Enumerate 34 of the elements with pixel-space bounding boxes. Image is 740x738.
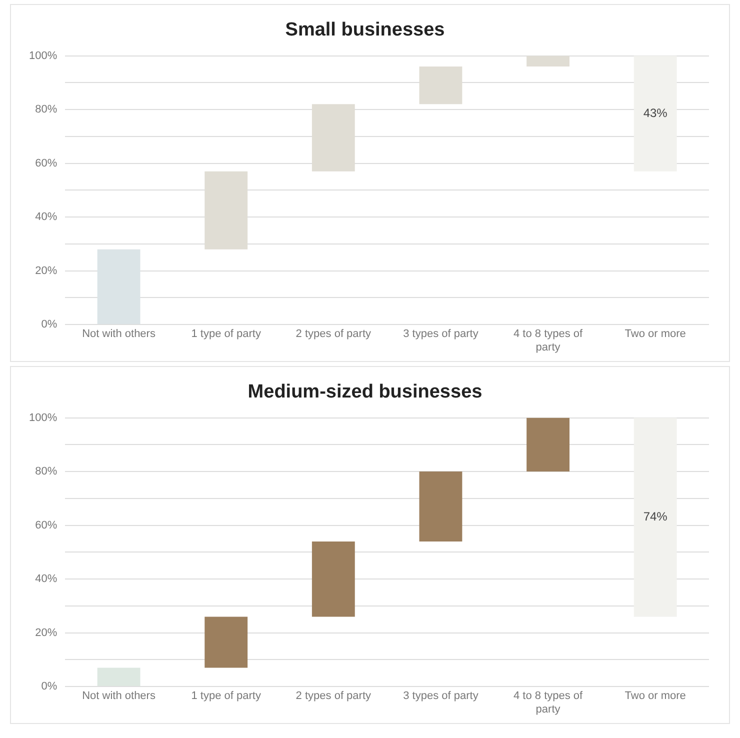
y-tick-label: 20% [35, 264, 58, 277]
x-tick-label: Two or more [624, 690, 686, 702]
y-tick-label: 100% [28, 412, 58, 424]
chart-title: Small businesses [285, 20, 445, 41]
x-tick-label: 3 types of party [403, 690, 479, 702]
y-tick-label: 100% [28, 50, 58, 62]
x-tick-label: Two or more [624, 328, 686, 340]
x-tick-label: 4 to 8 types of party [513, 690, 584, 716]
y-tick-label: 60% [35, 157, 58, 170]
y-tick-label: 40% [35, 573, 58, 586]
x-tick-label: 3 types of party [403, 328, 479, 340]
y-tick-label: 20% [35, 626, 58, 639]
x-tick-label: 4 to 8 types of party [513, 328, 584, 354]
y-tick-label: 60% [35, 519, 58, 532]
x-tick-label: Not with others [82, 328, 156, 340]
y-tick-label: 0% [41, 318, 58, 331]
x-tick-label: Not with others [82, 690, 156, 702]
y-tick-label: 80% [35, 104, 58, 116]
bar [419, 472, 462, 542]
y-tick-label: 80% [35, 466, 58, 478]
x-tick-label: 1 type of party [191, 328, 262, 340]
x-tick-label: 2 types of party [296, 328, 372, 340]
chart-title: Medium-sized businesses [248, 382, 482, 403]
data-label: 43% [643, 106, 668, 120]
x-tick-label: 2 types of party [296, 690, 372, 702]
bar [634, 418, 677, 617]
bar [312, 541, 355, 617]
x-tick-label: 1 type of party [191, 690, 262, 702]
bar [634, 56, 677, 172]
data-label: 74% [643, 510, 668, 524]
y-tick-label: 40% [35, 211, 58, 224]
y-tick-label: 0% [41, 680, 58, 693]
bar [204, 616, 248, 668]
bar [526, 418, 570, 472]
